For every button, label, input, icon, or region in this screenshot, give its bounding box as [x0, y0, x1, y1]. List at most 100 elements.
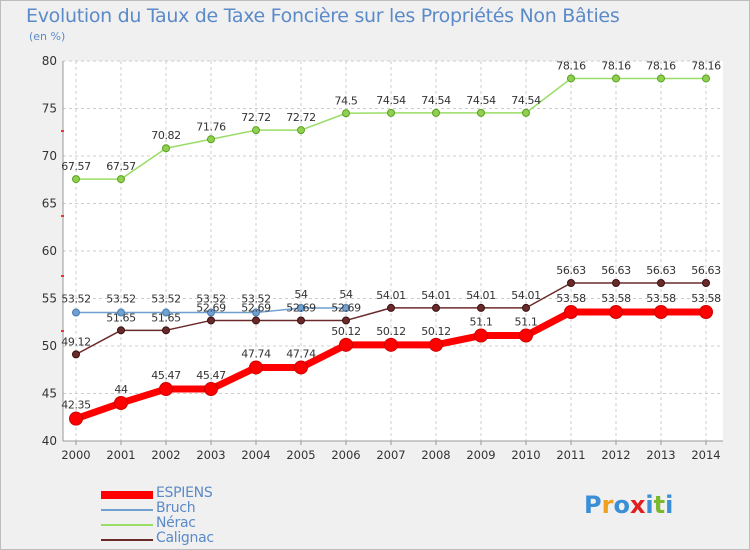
data-label-espiens: 50.12: [421, 325, 451, 338]
data-label-espiens: 45.47: [151, 369, 181, 382]
data-point-calignac: [342, 316, 350, 325]
legend-label: Nérac: [156, 515, 196, 531]
data-label-espiens: 44: [114, 383, 128, 396]
data-label-nrac: 72.72: [286, 111, 316, 124]
data-label-espiens: 45.47: [196, 369, 226, 382]
data-point-espiens: [294, 360, 308, 375]
data-point-bruch: [207, 308, 215, 317]
data-point-nrac: [297, 126, 305, 135]
logo-letter: P: [584, 491, 602, 519]
data-point-calignac: [117, 326, 125, 335]
data-label-nrac: 78.16: [601, 59, 631, 72]
data-label-espiens: 51.1: [515, 316, 538, 329]
legend-item: Calignac: [101, 530, 301, 547]
data-point-nrac: [477, 108, 485, 117]
data-point-nrac: [162, 144, 170, 153]
data-point-calignac: [207, 316, 215, 325]
data-point-calignac: [702, 279, 710, 288]
x-tick-label: 2008: [421, 448, 450, 462]
data-point-espiens: [249, 360, 263, 375]
data-label-calignac: 56.63: [691, 264, 721, 277]
y-tick-label: 40: [42, 434, 57, 448]
y-tick-label: 55: [42, 292, 57, 306]
data-label-calignac: 52.69: [286, 301, 316, 314]
data-label-calignac: 54.01: [376, 289, 406, 302]
legend-item: ESPIENS: [101, 485, 301, 502]
x-tick-label: 2000: [61, 448, 90, 462]
data-point-nrac: [252, 126, 260, 135]
data-point-bruch: [297, 304, 305, 312]
data-label-calignac: 51.65: [106, 311, 136, 324]
data-point-calignac: [567, 279, 575, 288]
x-tick-label: 2005: [286, 448, 315, 462]
x-tick-label: 2004: [241, 448, 270, 462]
data-label-calignac: 56.63: [601, 264, 631, 277]
data-label-bruch: 53.52: [106, 293, 136, 306]
data-label-espiens: 53.58: [601, 292, 631, 305]
data-label-bruch: 54: [294, 288, 308, 301]
data-label-nrac: 67.57: [106, 160, 136, 173]
legend-label: ESPIENS: [156, 485, 213, 501]
legend-item: Nérac: [101, 515, 301, 532]
data-point-calignac: [72, 350, 80, 359]
chart-title: Evolution du Taux de Taxe Foncière sur l…: [26, 5, 620, 27]
legend-label: Calignac: [156, 530, 214, 546]
data-label-nrac: 67.57: [61, 160, 91, 173]
data-point-espiens: [474, 328, 488, 343]
data-label-espiens: 47.74: [241, 347, 271, 360]
data-label-nrac: 71.76: [196, 120, 226, 133]
data-point-espiens: [204, 382, 218, 397]
data-point-calignac: [387, 303, 395, 312]
data-point-nrac: [657, 74, 665, 83]
data-label-calignac: 56.63: [556, 264, 586, 277]
data-label-calignac: 52.69: [196, 301, 226, 314]
data-label-bruch: 53.52: [61, 293, 91, 306]
data-point-espiens: [609, 304, 623, 319]
data-label-espiens: 53.58: [556, 292, 586, 305]
data-point-calignac: [297, 316, 305, 325]
data-label-espiens: 42.35: [61, 399, 91, 412]
data-point-nrac: [387, 108, 395, 117]
data-point-espiens: [654, 304, 668, 319]
data-point-espiens: [114, 396, 128, 410]
data-label-calignac: 54.01: [466, 289, 496, 302]
data-point-nrac: [432, 108, 440, 117]
data-point-espiens: [384, 337, 398, 352]
x-tick-label: 2003: [196, 448, 225, 462]
x-tick-label: 2014: [691, 448, 720, 462]
legend-label: Bruch: [156, 500, 196, 516]
data-point-calignac: [657, 279, 665, 288]
data-point-nrac: [207, 135, 215, 144]
logo-letter: i: [645, 491, 654, 519]
x-tick-label: 2011: [556, 448, 585, 462]
data-point-calignac: [477, 303, 485, 312]
x-tick-label: 2006: [331, 448, 360, 462]
data-label-calignac: 52.69: [331, 301, 361, 314]
data-point-espiens: [69, 411, 83, 426]
data-label-espiens: 50.12: [376, 325, 406, 338]
x-tick-label: 2013: [646, 448, 675, 462]
data-point-bruch: [117, 308, 125, 317]
data-point-espiens: [429, 337, 443, 352]
data-label-calignac: 52.69: [241, 301, 271, 314]
logo-letter: t: [653, 491, 666, 519]
data-label-nrac: 72.72: [241, 111, 271, 124]
data-point-espiens: [159, 382, 173, 397]
y-tick-label: 80: [42, 54, 57, 68]
y-tick-label: 50: [42, 339, 57, 353]
x-tick-label: 2002: [151, 448, 180, 462]
y-tick-label: 65: [42, 197, 57, 211]
data-label-nrac: 78.16: [691, 59, 721, 72]
proxiti-logo: Proxiti: [584, 491, 673, 519]
data-point-calignac: [522, 303, 530, 312]
data-label-calignac: 49.12: [61, 335, 91, 348]
data-label-nrac: 74.54: [421, 94, 451, 107]
data-point-calignac: [162, 326, 170, 335]
data-label-bruch: 53.52: [151, 293, 181, 306]
data-point-calignac: [252, 316, 260, 325]
data-label-bruch: 53.52: [196, 293, 226, 306]
data-point-nrac: [522, 108, 530, 117]
data-label-espiens: 47.74: [286, 347, 316, 360]
